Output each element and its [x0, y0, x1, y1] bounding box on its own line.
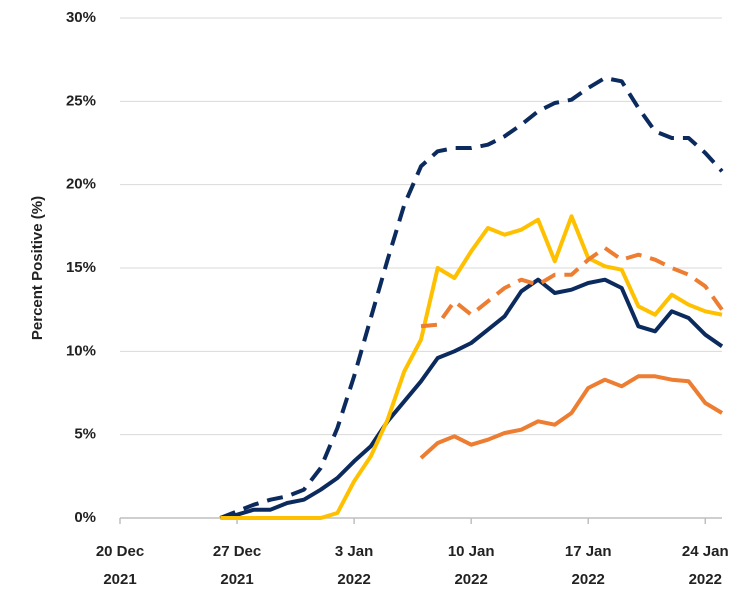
x-tick-label-line: 17 Jan [565, 543, 612, 560]
y-tick-label: 30% [66, 9, 96, 26]
x-tick-label-line: 2022 [337, 571, 370, 588]
x-tick-label: 20 Dec 2021 [96, 543, 144, 588]
x-tick-label-line: 24 Jan [682, 543, 729, 560]
y-tick-label: 0% [74, 509, 96, 526]
y-tick-label: 5% [74, 426, 96, 443]
series-line [419, 374, 724, 460]
series-line [219, 277, 724, 520]
series-line [219, 76, 724, 520]
x-tick-label-line: 27 Dec [213, 543, 261, 560]
x-tick-label-line: 2021 [103, 571, 136, 588]
y-tick-label: 15% [66, 259, 96, 276]
y-tick-label: 25% [66, 92, 96, 109]
x-tick-label-line: 2022 [689, 571, 722, 588]
x-tick-label-line: 10 Jan [448, 543, 495, 560]
y-tick-label: 10% [66, 342, 96, 359]
x-tick-label: 10 Jan 2022 [448, 543, 495, 588]
x-tick-label-line: 20 Dec [96, 543, 144, 560]
x-tick-label: 17 Jan 2022 [565, 543, 612, 588]
x-tick-label: 3 Jan 2022 [335, 543, 373, 588]
series-line [420, 246, 724, 329]
y-tick-label: 20% [66, 176, 96, 193]
x-tick-label-line: 2021 [220, 571, 253, 588]
y-axis-label: Percent Positive (%) [29, 196, 46, 340]
series-line [220, 214, 723, 520]
x-tick-label-line: 3 Jan [335, 543, 373, 560]
x-tick-label-line: 2022 [572, 571, 605, 588]
x-tick-label-line: 2022 [454, 571, 487, 588]
x-tick-label: 24 Jan 2022 [682, 543, 729, 588]
x-tick-label: 27 Dec 2021 [213, 543, 261, 588]
